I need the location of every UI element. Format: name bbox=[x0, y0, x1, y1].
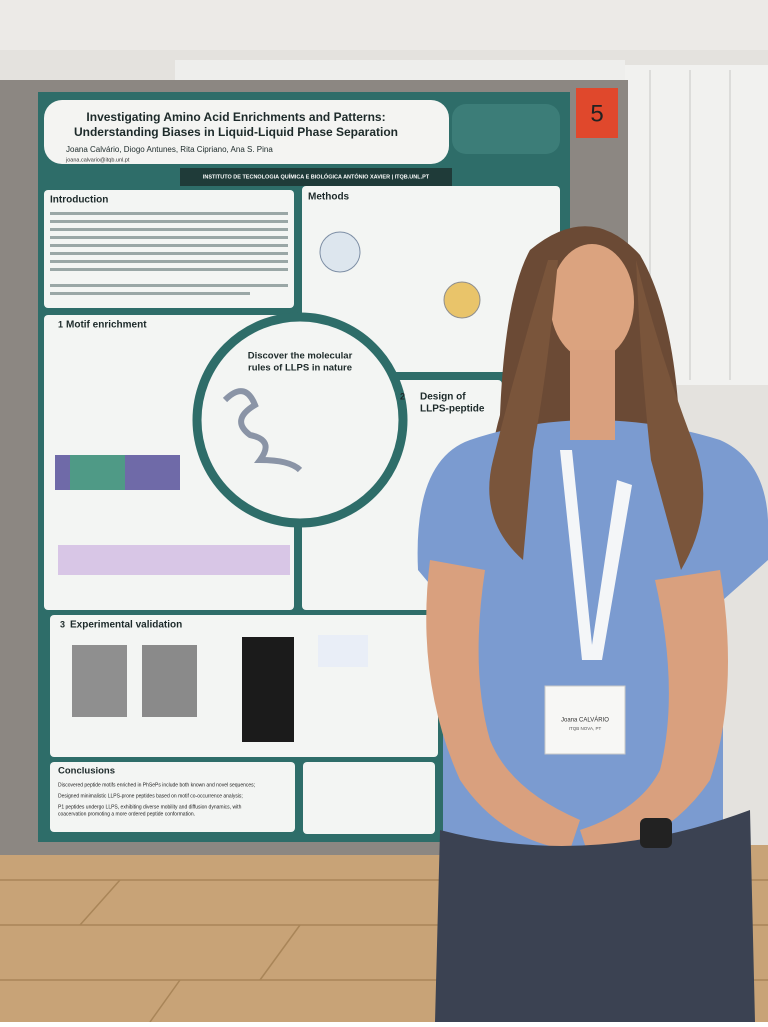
conclusion: Discovered peptide motifs enriched in Ph… bbox=[58, 782, 255, 788]
text-line bbox=[50, 228, 288, 231]
jeans bbox=[435, 810, 755, 1022]
panel bbox=[50, 762, 295, 832]
conclusion: coacervation promoting a more ordered pe… bbox=[58, 811, 195, 817]
title-line: Investigating Amino Acid Enrichments and… bbox=[86, 110, 385, 124]
figure bbox=[443, 281, 481, 319]
authors: Joana Calvário, Diogo Antunes, Rita Cipr… bbox=[66, 145, 273, 154]
section-number: 1 bbox=[58, 319, 63, 329]
text-line bbox=[50, 268, 288, 271]
center-title: rules of LLPS in nature bbox=[248, 363, 352, 374]
frap-grid bbox=[242, 637, 294, 742]
microscopy bbox=[142, 645, 197, 717]
section-title: Motif enrichment bbox=[66, 320, 147, 331]
institute: INSTITUTO DE TECNOLOGIA QUÍMICA E BIOLÓG… bbox=[203, 172, 430, 180]
text-line bbox=[50, 260, 288, 263]
arm bbox=[580, 570, 728, 860]
arm bbox=[426, 560, 580, 850]
badge-name: Joana CALVÁRIO bbox=[561, 717, 609, 724]
section-title: LLPS-peptide bbox=[420, 404, 485, 415]
text-line bbox=[50, 236, 288, 239]
section-title: Design of bbox=[420, 392, 466, 403]
watch bbox=[640, 818, 672, 848]
conclusion: Designed minimalistic LLPS-prone peptide… bbox=[58, 793, 243, 799]
protein-illustration bbox=[222, 388, 303, 473]
figure bbox=[319, 231, 361, 273]
email: joana.calvario@itqb.unl.pt bbox=[65, 157, 130, 163]
title-box bbox=[44, 100, 449, 164]
poster-number: 5 bbox=[590, 100, 603, 127]
ceiling-band bbox=[0, 0, 768, 50]
hair-side bbox=[636, 260, 704, 570]
hair-side bbox=[489, 260, 558, 560]
logo-box bbox=[452, 104, 560, 154]
group bbox=[50, 212, 288, 295]
center-circle bbox=[192, 312, 408, 528]
badge-affiliation: ITQB NOVA, PT bbox=[569, 726, 602, 731]
text-line bbox=[50, 244, 288, 247]
text-line bbox=[50, 220, 288, 223]
text-line bbox=[50, 284, 288, 287]
plank bbox=[149, 979, 181, 1023]
badge-card bbox=[544, 685, 626, 755]
plank bbox=[259, 924, 301, 981]
panel bbox=[44, 190, 294, 308]
histogram bbox=[58, 545, 290, 575]
logos-panel bbox=[303, 762, 435, 834]
heatmap bbox=[70, 455, 125, 490]
plank bbox=[79, 879, 121, 926]
section-number: 2 bbox=[400, 391, 405, 401]
poster-number-tag bbox=[576, 88, 618, 138]
center-title: Discover the molecular bbox=[248, 351, 353, 362]
text-line bbox=[50, 212, 288, 215]
frap-plot bbox=[318, 635, 368, 667]
conclusion: P1 peptides undergo LLPS, exhibiting div… bbox=[58, 804, 242, 810]
lanyard bbox=[560, 450, 632, 660]
face bbox=[550, 244, 634, 360]
title-line: Understanding Biases in Liquid-Liquid Ph… bbox=[74, 125, 398, 139]
institute-bar bbox=[180, 168, 452, 186]
microscopy bbox=[72, 645, 127, 717]
section-title: Conclusions bbox=[58, 766, 115, 777]
section-number: 3 bbox=[60, 619, 65, 629]
section-title: Introduction bbox=[50, 195, 108, 206]
text-line bbox=[50, 292, 250, 295]
neck bbox=[570, 350, 615, 440]
section-title: Experimental validation bbox=[70, 620, 182, 631]
section-title: Methods bbox=[308, 192, 350, 203]
panel bbox=[302, 186, 560, 372]
text-line bbox=[50, 252, 288, 255]
